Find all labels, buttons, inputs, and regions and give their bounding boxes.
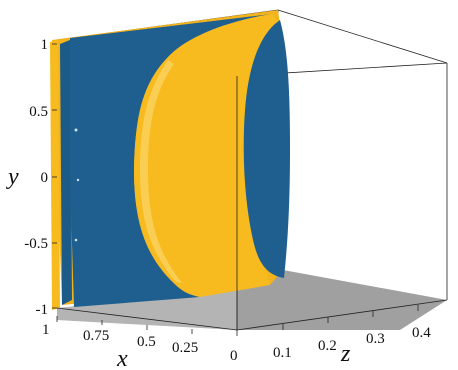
isosurface-yellow-highlight [140, 60, 182, 283]
y-tick-label: 1 [41, 37, 49, 53]
y-tick-label: -0.5 [24, 236, 48, 252]
z-tick-labels: 0.1 0.2 0.3 0.4 [273, 325, 431, 361]
y-axis-label: y [6, 164, 19, 190]
isosurface-yellow-crescent [134, 14, 278, 297]
x-axis-label: x [116, 346, 128, 370]
x-tick-label: 1 [42, 322, 50, 338]
x-tick-labels: 1 0.75 0.5 0.25 0 [42, 322, 238, 364]
y-tick-label: -1 [36, 302, 49, 318]
isosurface-blue-main [70, 14, 272, 307]
y-tick-label: 0 [41, 170, 49, 186]
y-tick-label: 0.5 [29, 104, 48, 120]
z-tick-label: 0.3 [366, 331, 385, 347]
x-tick-label: 0.75 [83, 328, 109, 344]
z-tick-label: 0.4 [412, 325, 431, 341]
isosurface-blue-right [243, 20, 290, 278]
x-tick-label: 0 [230, 348, 238, 364]
tick-marks [52, 43, 419, 336]
z-axis-label: z [340, 341, 351, 367]
surface-speckle [74, 128, 80, 242]
y-tick-labels: 1 0.5 0 -0.5 -1 [24, 37, 48, 318]
z-tick-label: 0.1 [273, 345, 292, 361]
x-tick-label: 0.5 [137, 334, 156, 350]
z-tick-label: 0.2 [318, 338, 337, 354]
isosurface-blue-left [60, 40, 72, 305]
x-tick-label: 0.25 [172, 340, 198, 356]
isosurface-yellow-edge [50, 40, 60, 310]
isosurface-group [50, 10, 290, 310]
floor-plane [237, 270, 447, 330]
bounding-box-front [56, 76, 238, 331]
